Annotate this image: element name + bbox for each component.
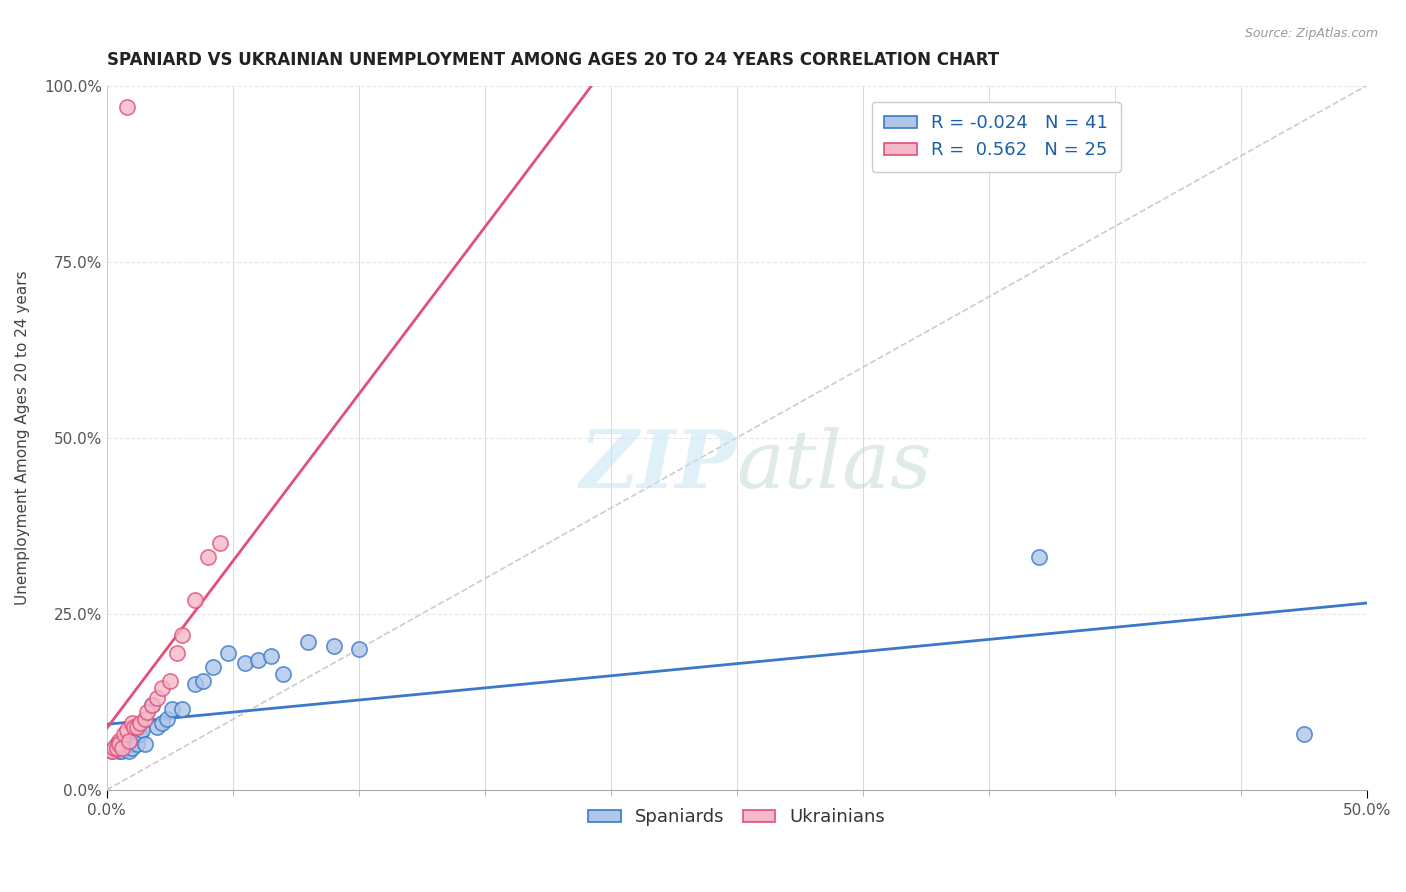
Point (131, 723, 153, 737)
Point (124, 719, 146, 733)
Point (108, 733, 131, 747)
Point (112, 737, 135, 751)
Point (191, 673, 214, 688)
Point (322, 639, 344, 653)
Point (150, 716, 173, 731)
Point (121, 737, 143, 751)
Point (1292, 726, 1315, 740)
Text: atlas: atlas (737, 427, 932, 505)
Text: SPANIARD VS UKRAINIAN UNEMPLOYMENT AMONG AGES 20 TO 24 YEARS CORRELATION CHART: SPANIARD VS UKRAINIAN UNEMPLOYMENT AMONG… (107, 51, 998, 69)
Point (347, 642, 370, 657)
Point (235, 656, 257, 670)
Point (118, 744, 141, 758)
Point (246, 652, 269, 666)
Point (128, 716, 150, 731)
Point (128, 726, 150, 740)
Point (146, 719, 169, 733)
Point (197, 550, 219, 565)
Point (108, 737, 131, 751)
Point (118, 733, 141, 747)
Point (141, 698, 163, 713)
Point (121, 740, 143, 755)
Point (108, 740, 131, 755)
Point (297, 635, 319, 649)
Point (146, 691, 169, 706)
Y-axis label: Unemployment Among Ages 20 to 24 years: Unemployment Among Ages 20 to 24 years (15, 270, 30, 605)
Point (150, 681, 173, 695)
Point (124, 730, 146, 744)
Point (217, 646, 239, 660)
Point (159, 673, 181, 688)
Point (121, 716, 143, 731)
Point (156, 713, 179, 727)
Point (125, 719, 148, 733)
Point (1028, 550, 1050, 565)
Point (105, 737, 128, 751)
Point (209, 536, 232, 550)
Point (136, 706, 159, 720)
Point (111, 744, 134, 758)
Point (103, 740, 125, 755)
Point (115, 100, 138, 114)
Point (172, 702, 194, 716)
Point (115, 740, 138, 755)
Point (105, 740, 128, 755)
Point (108, 744, 131, 758)
Point (201, 659, 224, 673)
Point (111, 740, 134, 755)
Point (134, 713, 156, 727)
Point (112, 740, 135, 755)
Point (101, 744, 124, 758)
Point (103, 740, 125, 755)
Point (134, 737, 156, 751)
Legend: Spaniards, Ukrainians: Spaniards, Ukrainians (581, 801, 893, 834)
Point (121, 733, 143, 747)
Point (184, 677, 207, 691)
Point (172, 628, 194, 642)
Point (105, 740, 128, 755)
Point (141, 698, 163, 713)
Point (115, 737, 138, 751)
Point (118, 740, 141, 755)
Point (271, 666, 294, 681)
Point (115, 723, 138, 737)
Point (259, 649, 281, 664)
Text: Source: ZipAtlas.com: Source: ZipAtlas.com (1244, 27, 1378, 40)
Point (101, 744, 124, 758)
Point (112, 726, 135, 740)
Point (184, 592, 207, 607)
Point (111, 740, 134, 755)
Point (162, 702, 184, 716)
Text: ZIP: ZIP (579, 427, 737, 505)
Point (125, 737, 148, 751)
Point (166, 646, 188, 660)
